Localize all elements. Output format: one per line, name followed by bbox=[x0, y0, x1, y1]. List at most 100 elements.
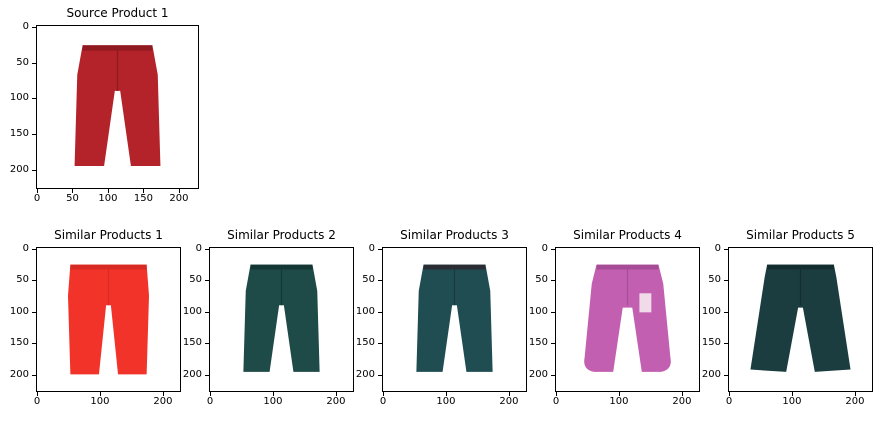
y-tick-label: 100 bbox=[355, 305, 375, 317]
y-tick-label: 50 bbox=[16, 274, 29, 286]
y-tick-mark bbox=[378, 343, 382, 345]
subplot-title: Similar Products 3 bbox=[400, 228, 509, 242]
y-tick-label: 200 bbox=[9, 163, 29, 175]
y-tick-label: 150 bbox=[701, 337, 721, 349]
x-tick-label: 0 bbox=[206, 396, 214, 407]
y-tick-label: 200 bbox=[9, 368, 29, 380]
product-image bbox=[36, 25, 199, 189]
x-tick-mark bbox=[618, 392, 620, 396]
y-tick-mark bbox=[205, 311, 209, 313]
x-tick-label: 100 bbox=[98, 193, 118, 204]
subplot-title: Similar Products 4 bbox=[573, 228, 682, 242]
y-tick-mark bbox=[205, 249, 209, 250]
x-tick-label: 100 bbox=[782, 396, 802, 407]
y-tick-mark bbox=[32, 62, 36, 64]
x-tick-mark bbox=[272, 392, 274, 396]
x-tick-label: 0 bbox=[379, 396, 387, 407]
x-tick-mark bbox=[99, 392, 101, 396]
y-tick-mark bbox=[205, 343, 209, 345]
y-tick-label: 50 bbox=[708, 274, 721, 286]
x-tick-label: 200 bbox=[169, 193, 189, 204]
product-image bbox=[382, 247, 527, 392]
y-tick-mark bbox=[205, 280, 209, 282]
x-tick-label: 200 bbox=[499, 396, 519, 407]
y-tick-label: 0 bbox=[22, 243, 29, 254]
subplot-title: Source Product 1 bbox=[66, 6, 169, 20]
y-tick-mark bbox=[551, 311, 555, 313]
x-tick-mark bbox=[107, 189, 109, 193]
x-tick-mark bbox=[383, 392, 384, 396]
y-tick-mark bbox=[724, 249, 728, 250]
y-tick-mark bbox=[724, 374, 728, 376]
x-tick-mark bbox=[729, 392, 730, 396]
y-tick-label: 200 bbox=[182, 368, 202, 380]
product-image bbox=[36, 247, 181, 392]
y-tick-label: 0 bbox=[22, 21, 29, 32]
y-tick-mark bbox=[551, 280, 555, 282]
x-tick-label: 0 bbox=[552, 396, 560, 407]
pants-image bbox=[416, 264, 493, 372]
x-tick-label: 0 bbox=[33, 396, 41, 407]
y-tick-label: 50 bbox=[535, 274, 548, 286]
x-tick-label: 0 bbox=[725, 396, 733, 407]
x-tick-mark bbox=[37, 189, 38, 193]
x-tick-label: 200 bbox=[672, 396, 692, 407]
pants-image bbox=[750, 264, 851, 372]
y-tick-mark bbox=[32, 249, 36, 250]
x-tick-mark bbox=[854, 392, 856, 396]
y-tick-mark bbox=[32, 27, 36, 28]
x-tick-mark bbox=[143, 189, 145, 193]
y-tick-label: 200 bbox=[701, 368, 721, 380]
x-tick-mark bbox=[72, 189, 74, 193]
y-tick-mark bbox=[551, 249, 555, 250]
y-tick-mark bbox=[32, 374, 36, 376]
y-tick-label: 0 bbox=[195, 243, 202, 254]
x-tick-label: 0 bbox=[33, 193, 41, 204]
subplot-title: Similar Products 1 bbox=[54, 228, 163, 242]
x-tick-mark bbox=[791, 392, 793, 396]
x-tick-mark bbox=[508, 392, 510, 396]
y-tick-mark bbox=[724, 280, 728, 282]
pants-image bbox=[67, 264, 150, 375]
y-tick-mark bbox=[378, 311, 382, 313]
y-tick-label: 0 bbox=[714, 243, 721, 254]
y-tick-label: 0 bbox=[368, 243, 375, 254]
y-tick-mark bbox=[551, 343, 555, 345]
y-tick-mark bbox=[551, 374, 555, 376]
x-tick-label: 200 bbox=[845, 396, 865, 407]
y-tick-mark bbox=[32, 311, 36, 313]
y-tick-label: 150 bbox=[9, 128, 29, 140]
y-tick-label: 100 bbox=[9, 305, 29, 317]
subplot-title: Similar Products 5 bbox=[746, 228, 855, 242]
y-tick-label: 50 bbox=[189, 274, 202, 286]
x-tick-mark bbox=[162, 392, 164, 396]
y-tick-mark bbox=[32, 169, 36, 171]
x-tick-mark bbox=[210, 392, 211, 396]
x-tick-label: 150 bbox=[133, 193, 154, 204]
product-image bbox=[555, 247, 700, 392]
x-tick-mark bbox=[681, 392, 683, 396]
x-tick-label: 100 bbox=[263, 396, 283, 407]
x-tick-mark bbox=[37, 392, 38, 396]
y-tick-mark bbox=[378, 249, 382, 250]
x-tick-label: 200 bbox=[326, 396, 346, 407]
subplot-title: Similar Products 2 bbox=[227, 228, 336, 242]
y-tick-label: 150 bbox=[9, 337, 29, 349]
y-tick-mark bbox=[205, 374, 209, 376]
x-tick-label: 200 bbox=[153, 396, 173, 407]
product-image bbox=[728, 247, 873, 392]
pants-image bbox=[74, 45, 161, 167]
y-tick-mark bbox=[724, 343, 728, 345]
y-tick-label: 150 bbox=[355, 337, 375, 349]
y-tick-label: 100 bbox=[528, 305, 548, 317]
y-tick-label: 100 bbox=[701, 305, 721, 317]
y-tick-label: 150 bbox=[528, 337, 548, 349]
x-tick-mark bbox=[335, 392, 337, 396]
y-tick-mark bbox=[378, 374, 382, 376]
pants-image bbox=[243, 264, 320, 372]
y-tick-mark bbox=[724, 311, 728, 313]
x-tick-mark bbox=[556, 392, 557, 396]
y-tick-mark bbox=[32, 134, 36, 136]
x-tick-label: 50 bbox=[66, 193, 79, 204]
x-tick-label: 100 bbox=[90, 396, 110, 407]
